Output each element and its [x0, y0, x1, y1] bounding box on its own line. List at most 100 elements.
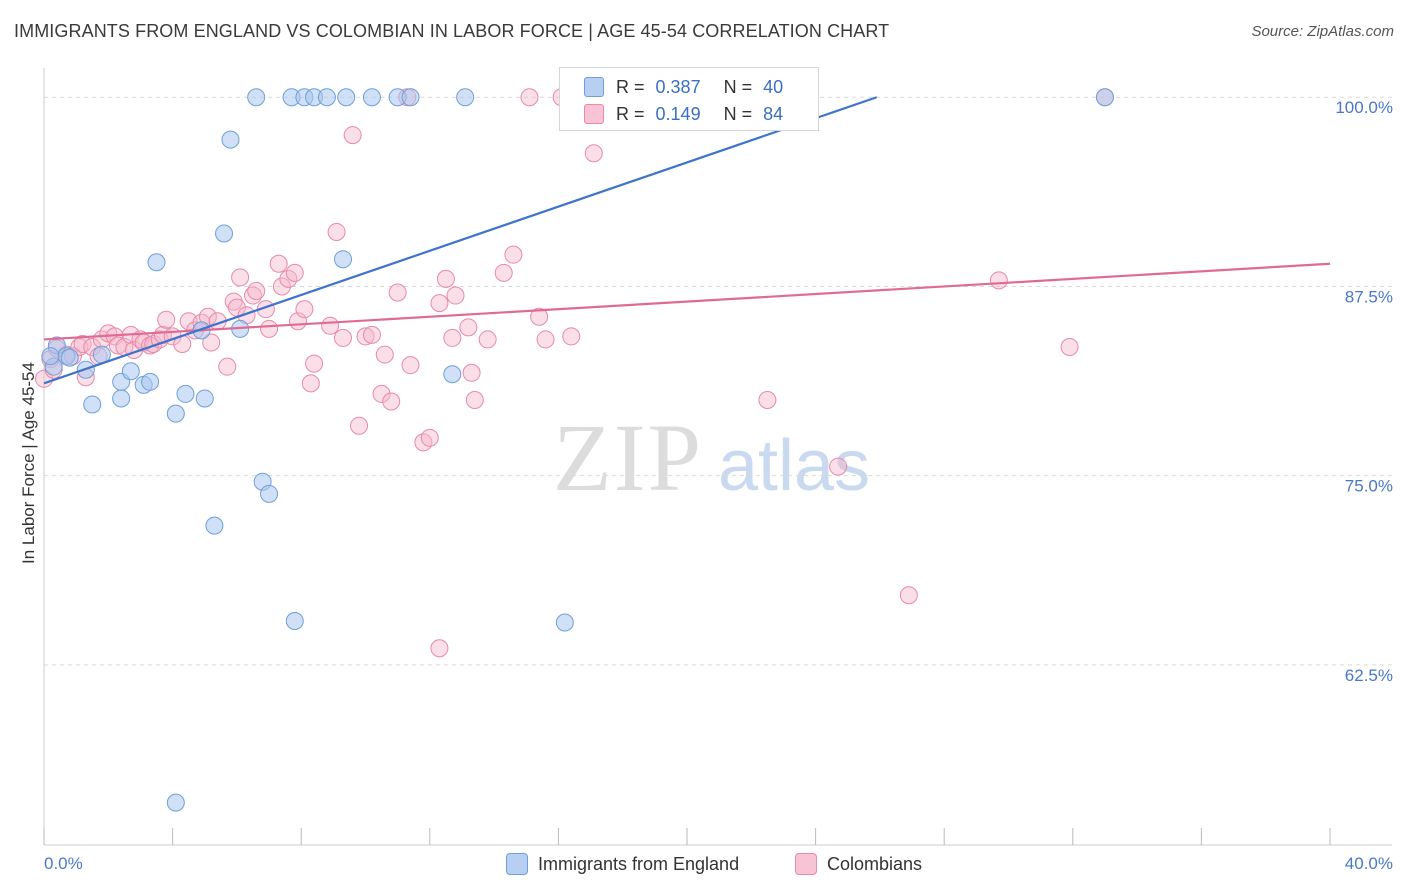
england-legend-swatch	[506, 853, 528, 875]
colombians-swatch	[584, 104, 604, 124]
colombians-point-33	[218, 357, 237, 376]
england-point-18	[215, 224, 234, 243]
colombians-point-77	[536, 330, 555, 349]
colombians-point-81	[758, 390, 777, 409]
colombians-point-72	[478, 330, 497, 349]
england-point-5	[83, 395, 102, 414]
england-point-9	[121, 362, 140, 381]
y-tick-labels: 62.5% 75.0% 87.5% 100.0%	[1335, 98, 1393, 685]
colombians-point-73	[494, 263, 513, 282]
chart-title: IMMIGRANTS FROM ENGLAND VS COLOMBIAN IN …	[14, 21, 890, 41]
colombians-point-41	[260, 319, 279, 338]
colombians-legend-swatch	[795, 853, 817, 875]
colombians-point-84	[430, 639, 449, 658]
colombians-point-55	[356, 327, 375, 346]
england-point-16	[195, 389, 214, 408]
axes	[43, 68, 1392, 846]
england-point-25	[285, 611, 304, 630]
england-point-29	[333, 250, 352, 269]
england-point-21	[247, 88, 266, 107]
england-legend-label: Immigrants from England	[538, 853, 740, 874]
x-tick-labels: 0.0% 40.0%	[44, 854, 1393, 873]
watermark: ZIP atlas	[553, 404, 870, 511]
colombians-point-58	[375, 345, 394, 364]
england-point-3	[60, 348, 79, 367]
colombians-point-0	[35, 369, 53, 388]
colombians-point-51	[327, 222, 346, 241]
y-tick-label-3: 100.0%	[1335, 98, 1393, 117]
colombians-point-27	[179, 312, 198, 331]
england-point-11	[141, 372, 160, 391]
england-point-36	[555, 613, 574, 632]
england-swatch	[584, 77, 604, 97]
colombians-point-31	[202, 333, 221, 352]
colombians-point-45	[285, 263, 304, 282]
colombians-point-43	[272, 277, 291, 296]
england-point-8	[112, 389, 131, 408]
stats-legend: R = 0.387 N = 40 R = 0.149 N = 84	[559, 67, 819, 131]
colombians-point-52	[333, 328, 352, 347]
legend-item-england[interactable]: Immigrants from England	[506, 852, 739, 876]
england-point-33	[401, 88, 420, 107]
england-point-39	[166, 793, 185, 812]
colombians-point-39	[247, 281, 266, 300]
colombians-point-53	[343, 126, 362, 145]
colombians-legend-label: Colombians	[827, 853, 923, 874]
colombians-point-74	[504, 245, 523, 264]
colombians-point-80	[584, 144, 603, 163]
colombians-point-60	[388, 283, 407, 302]
colombians-point-70	[462, 363, 481, 382]
n-label: N =	[723, 76, 753, 97]
colombians-point-67	[443, 328, 462, 347]
x-tick-label-max: 40.0%	[1345, 854, 1393, 873]
y-tick-label-0: 62.5%	[1345, 666, 1393, 685]
colombians-point-75	[520, 88, 539, 107]
chart-source: Source: ZipAtlas.com	[1251, 23, 1394, 40]
colombians-point-48	[301, 374, 320, 393]
england-trend-line	[43, 96, 878, 385]
england-point-14	[176, 384, 195, 403]
y-tick-label-1: 75.0%	[1345, 477, 1393, 496]
england-point-34	[443, 365, 462, 384]
england-point-13	[166, 404, 185, 423]
england-point-37	[1095, 88, 1114, 107]
colombians-point-76	[530, 307, 549, 326]
colombians-point-59	[382, 392, 401, 411]
r-label: R =	[616, 76, 645, 97]
legend-item-colombians[interactable]: Colombians	[795, 852, 922, 876]
watermark-zip: ZIP	[553, 404, 703, 511]
colombians-point-54	[350, 416, 369, 435]
colombians-point-50	[321, 316, 340, 335]
y-tick-label-2: 87.5%	[1345, 287, 1393, 306]
colombians-point-42	[269, 254, 288, 273]
n-label: N =	[723, 103, 753, 124]
colombians-point-62	[401, 356, 420, 375]
colombians-n-value: 84	[763, 103, 784, 124]
colombians-r-value: 0.149	[655, 103, 701, 124]
colombians-point-64	[420, 428, 439, 447]
england-point-17	[205, 516, 224, 535]
colombians-point-7	[73, 334, 92, 353]
colombians-point-63	[414, 433, 433, 452]
y-axis-label: In Labor Force | Age 45-54	[19, 362, 38, 564]
colombians-points	[35, 88, 1114, 658]
colombians-point-71	[465, 390, 484, 409]
colombians-point-56	[362, 325, 381, 344]
colombians-point-82	[829, 457, 848, 476]
england-point-23	[260, 484, 279, 503]
colombians-point-85	[989, 271, 1008, 290]
colombians-point-83	[899, 586, 918, 605]
colombians-point-86	[1060, 338, 1079, 357]
colombians-point-24	[157, 310, 176, 329]
england-n-value: 40	[763, 76, 784, 97]
colombians-point-57	[372, 384, 391, 403]
england-r-value: 0.387	[655, 76, 701, 97]
colombians-trend-line	[43, 262, 1331, 341]
colombians-point-47	[295, 300, 314, 319]
colombians-point-20	[141, 336, 160, 355]
trend-lines	[43, 96, 1331, 385]
england-point-12	[147, 253, 166, 272]
colombians-point-65	[430, 294, 449, 313]
r-label: R =	[616, 103, 645, 124]
